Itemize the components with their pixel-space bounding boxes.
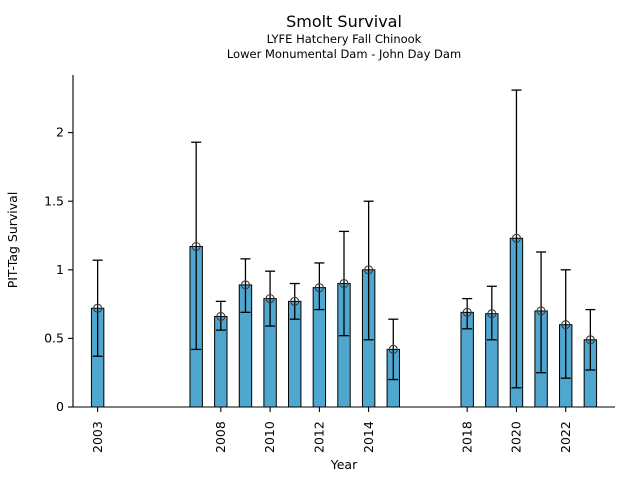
marker-2013 (339, 278, 349, 289)
chart-title: Smolt Survival (286, 12, 402, 31)
marker-2007 (191, 241, 201, 252)
marker-2010 (265, 294, 275, 304)
marker-2019 (487, 309, 497, 319)
y-tick-label: 1 (56, 262, 64, 277)
marker-2022 (561, 320, 571, 330)
y-tick-label: 1.5 (44, 193, 64, 208)
x-tick-label: 2022 (558, 421, 573, 453)
y-tick-label: 0.5 (44, 331, 64, 346)
marker-2021 (536, 306, 546, 316)
chart-subtitle-line1: LYFE Hatchery Fall Chinook (267, 32, 422, 46)
x-tick-label: 2018 (459, 421, 474, 453)
chart-subtitle-line2: Lower Monumental Dam - John Day Dam (227, 47, 461, 61)
marker-2003 (93, 303, 103, 313)
x-tick-label: 2010 (262, 421, 277, 453)
x-tick-label: 2012 (311, 421, 326, 453)
x-tick-label: 2020 (509, 421, 524, 453)
marker-2012 (314, 283, 324, 293)
y-axis-label: PIT-Tag Survival (5, 192, 20, 289)
plot-area: 0 0.5 1 1.5 2 2003 2008 2010 2012 2014 2018 2020 202… (44, 75, 615, 453)
y-tick-label: 0 (56, 399, 64, 414)
marker-2015 (388, 344, 398, 354)
marker-2008 (216, 311, 226, 322)
marker-2023 (585, 335, 595, 345)
marker-2020 (511, 233, 522, 243)
y-tick-label: 2 (56, 125, 64, 140)
marker-2011 (290, 296, 300, 306)
marker-2009 (240, 280, 251, 290)
marker-2018 (462, 307, 472, 317)
marker-2014 (364, 265, 374, 275)
x-axis-label: Year (330, 457, 358, 472)
x-tick-label: 2003 (90, 421, 105, 453)
x-tick-label: 2014 (361, 421, 376, 453)
x-tick-label: 2008 (213, 421, 228, 453)
